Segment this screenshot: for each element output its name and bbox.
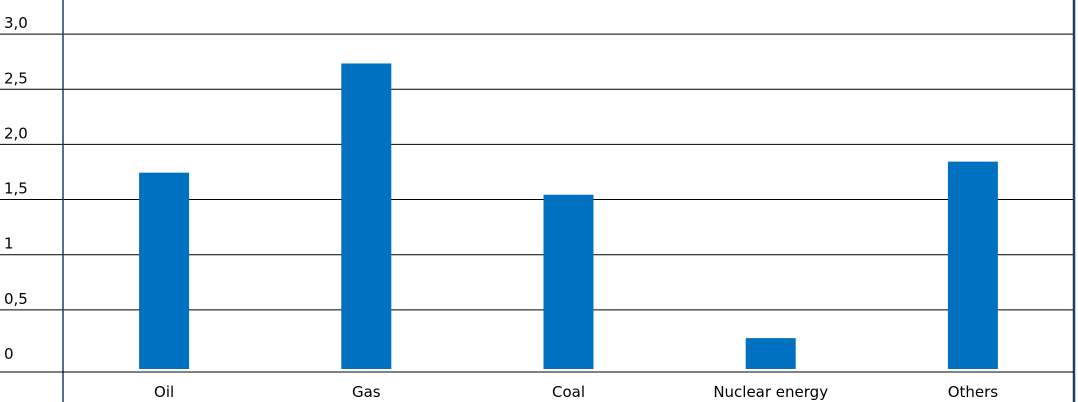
y-tick-label: 1,5: [4, 180, 28, 198]
x-category-label: Nuclear energy: [713, 383, 828, 401]
y-tick-label: 0: [4, 345, 14, 363]
y-tick-label: 1: [4, 235, 14, 253]
x-category-label: Others: [948, 383, 999, 401]
y-tick-label: 3,0: [4, 14, 28, 32]
x-axis-category-labels: Oil Gas Coal Nuclear energy Others: [154, 383, 998, 401]
y-tick-label: 2,5: [4, 69, 28, 87]
bars: [139, 63, 998, 370]
y-tick-label: 2,0: [4, 124, 28, 142]
bar-gas: [341, 63, 392, 370]
bar-oil: [139, 172, 190, 369]
y-axis-tick-labels: 0 0,5 1 1,5 2,0 2,5 3,0: [4, 14, 28, 363]
bar-coal: [543, 194, 594, 369]
bar-nuclear-energy: [745, 338, 796, 369]
y-tick-label: 0,5: [4, 290, 28, 308]
x-category-label: Oil: [154, 383, 174, 401]
bar-others: [947, 161, 998, 369]
x-category-label: Gas: [352, 383, 381, 401]
x-category-label: Coal: [552, 383, 585, 401]
